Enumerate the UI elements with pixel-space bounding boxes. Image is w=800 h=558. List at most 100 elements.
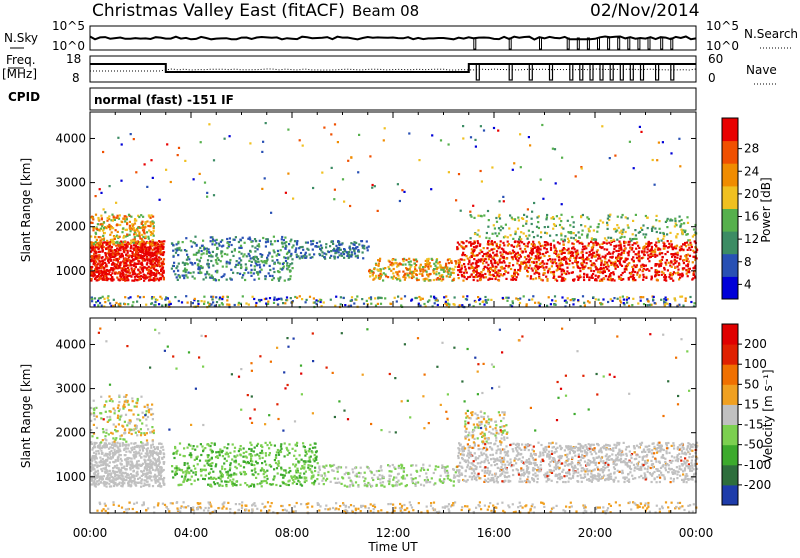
data-cell	[102, 296, 104, 298]
data-cell	[130, 485, 132, 487]
data-cell	[92, 249, 94, 251]
data-cell	[263, 264, 265, 266]
data-cell	[504, 267, 506, 269]
data-cell	[528, 259, 530, 261]
data-cell	[113, 480, 115, 482]
data-cell	[118, 249, 120, 251]
data-cell	[150, 223, 152, 225]
y-tick-label: 2000	[55, 220, 86, 234]
data-cell	[605, 255, 607, 257]
data-cell	[457, 274, 459, 276]
data-cell	[150, 274, 152, 276]
data-cell	[132, 470, 134, 472]
y-tick-label: 3000	[55, 176, 86, 190]
data-cell	[177, 279, 179, 281]
data-cell	[337, 141, 339, 143]
data-cell	[683, 267, 685, 269]
data-cell	[222, 296, 224, 298]
data-cell	[617, 266, 619, 268]
data-cell	[174, 296, 176, 298]
data-cell	[122, 445, 124, 447]
data-cell	[394, 259, 396, 261]
data-cell	[673, 271, 675, 273]
data-cell	[379, 278, 381, 280]
data-cell	[373, 272, 375, 274]
data-cell	[134, 222, 136, 224]
data-cell	[245, 269, 247, 271]
date-label: 02/Nov/2014	[590, 1, 700, 21]
data-cell	[119, 244, 121, 246]
data-cell	[261, 269, 263, 271]
data-cell	[107, 297, 109, 299]
nsearch-drop	[618, 38, 620, 49]
data-cell	[440, 266, 442, 268]
data-cell	[479, 279, 481, 281]
data-cell	[564, 235, 566, 237]
data-cell	[265, 275, 267, 277]
data-cell	[553, 273, 555, 275]
data-cell	[526, 220, 528, 222]
data-cell	[114, 259, 116, 261]
data-cell	[523, 295, 525, 297]
data-cell	[352, 247, 354, 249]
data-cell	[414, 266, 416, 268]
data-cell	[633, 264, 635, 266]
data-cell	[606, 239, 608, 241]
data-cell	[206, 196, 208, 198]
data-cell	[593, 244, 595, 246]
data-cell	[148, 271, 150, 273]
data-cell	[492, 265, 494, 267]
data-cell	[145, 304, 147, 306]
data-cell	[612, 300, 614, 302]
data-cell	[147, 225, 149, 227]
data-cell	[113, 216, 115, 218]
data-cell	[490, 268, 492, 270]
data-cell	[519, 248, 521, 250]
data-cell	[552, 228, 554, 230]
data-cell	[229, 237, 231, 239]
data-cell	[357, 255, 359, 257]
data-cell	[97, 300, 99, 302]
data-cell	[622, 272, 624, 274]
data-cell	[129, 464, 131, 466]
data-cell	[562, 269, 564, 271]
data-cell	[682, 233, 684, 235]
data-cell	[276, 259, 278, 261]
data-cell	[278, 271, 280, 273]
data-cell	[369, 275, 371, 277]
data-cell	[627, 264, 629, 266]
data-cell	[228, 304, 230, 306]
data-cell	[149, 475, 151, 477]
data-cell	[535, 277, 537, 279]
data-cell	[507, 272, 509, 274]
data-cell	[157, 480, 159, 482]
data-cell	[155, 469, 157, 471]
data-cell	[98, 461, 100, 463]
data-cell	[636, 241, 638, 243]
data-cell	[366, 240, 368, 242]
data-cell	[580, 216, 582, 218]
data-cell	[498, 275, 500, 277]
data-cell	[407, 274, 409, 276]
data-cell	[584, 225, 586, 227]
data-cell	[102, 263, 104, 265]
data-cell	[162, 449, 164, 451]
data-cell	[96, 481, 98, 483]
data-cell	[609, 277, 611, 279]
data-cell	[648, 300, 650, 302]
nsearch-drop	[509, 38, 511, 49]
data-cell	[638, 247, 640, 249]
data-cell	[194, 262, 196, 264]
data-cell	[270, 240, 272, 242]
data-cell	[238, 251, 240, 253]
data-cell	[397, 296, 399, 298]
data-cell	[488, 258, 490, 260]
data-cell	[215, 259, 217, 261]
data-cell	[384, 267, 386, 269]
data-cell	[214, 305, 216, 307]
data-cell	[688, 244, 690, 246]
data-cell	[517, 260, 519, 262]
data-cell	[114, 483, 116, 485]
data-cell	[123, 251, 125, 253]
data-cell	[223, 273, 225, 275]
